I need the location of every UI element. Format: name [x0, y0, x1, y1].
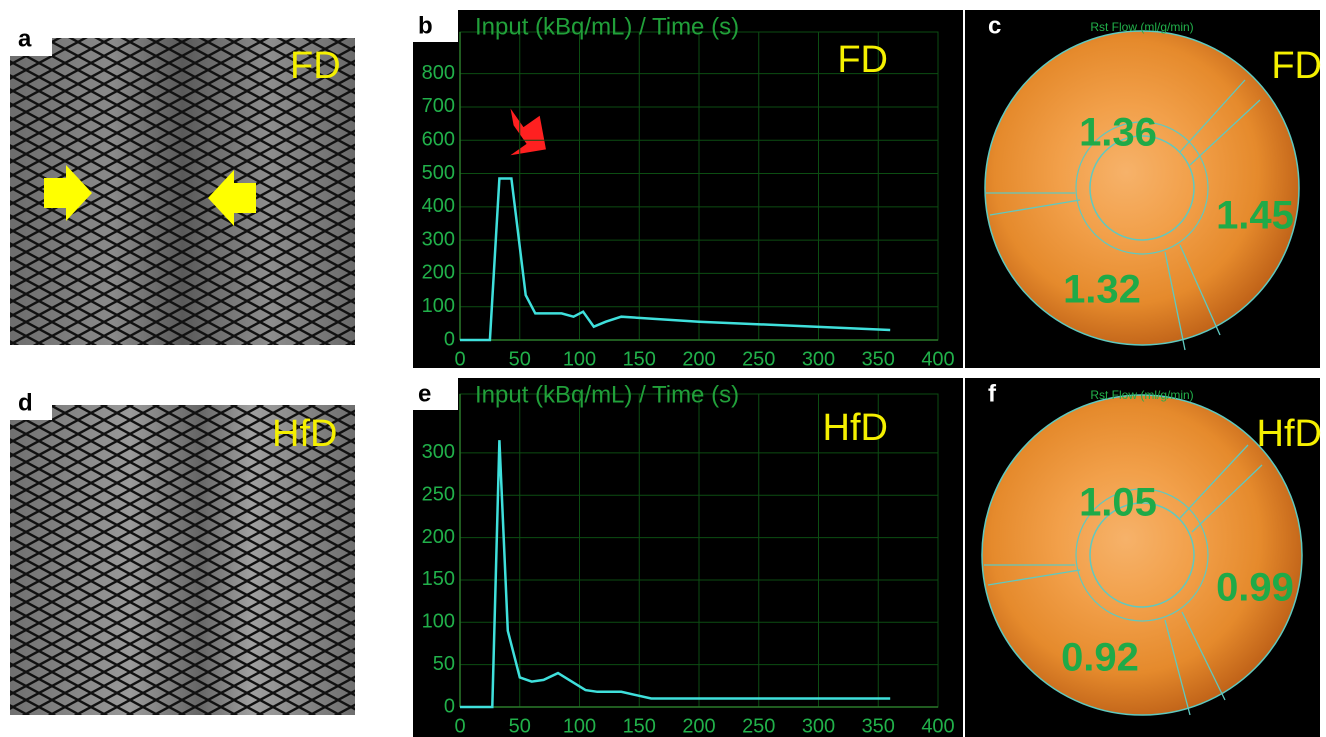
y-tick-label: 500	[422, 162, 455, 184]
image-panel-a: a FD	[10, 25, 355, 345]
x-tick-label: 100	[563, 348, 596, 370]
data-line	[460, 177, 891, 342]
y-tick-label: 150	[422, 568, 455, 590]
arrow	[44, 165, 92, 221]
segment-value: 0.92	[1061, 636, 1139, 680]
polar-map-f	[981, 394, 1303, 716]
segment-line	[1089, 135, 1195, 241]
segment-value: 1.05	[1079, 481, 1157, 525]
map-title: Rst Flow (ml/g/min)	[1090, 388, 1193, 402]
segment-value: 1.36	[1079, 111, 1157, 155]
y-tick-label: 300	[422, 228, 455, 250]
x-tick-label: 200	[682, 715, 715, 737]
segment-value: 1.32	[1063, 268, 1141, 312]
y-tick-label: 700	[422, 95, 455, 117]
data-line	[460, 440, 891, 709]
x-tick-label: 250	[742, 348, 775, 370]
condition-label: HfD	[272, 413, 337, 455]
x-tick-label: 300	[802, 348, 835, 370]
arrow	[208, 170, 256, 226]
x-tick-label: 50	[509, 715, 531, 737]
map-title: Rst Flow (ml/g/min)	[1090, 20, 1193, 34]
condition-label: HfD	[1257, 413, 1322, 455]
chart-title: Input (kBq/mL) / Time (s)	[475, 381, 739, 408]
y-tick-label: 400	[422, 195, 455, 217]
x-tick-label: 0	[454, 348, 465, 370]
letter-box	[10, 390, 52, 420]
y-tick-label: 200	[422, 262, 455, 284]
segment-line	[984, 444, 1263, 716]
segment-line	[1075, 488, 1209, 622]
y-tick-label: 800	[422, 62, 455, 84]
polar-map-c	[984, 30, 1300, 351]
y-tick-label: 100	[422, 295, 455, 317]
panel-letter: a	[18, 25, 32, 52]
panel-letter: e	[418, 380, 431, 407]
chart-title: Input (kBq/mL) / Time (s)	[475, 13, 739, 40]
condition-label: FD	[837, 39, 888, 81]
letter-box	[413, 378, 458, 410]
y-tick-label: 100	[422, 611, 455, 633]
y-tick-label: 200	[422, 526, 455, 548]
x-tick-label: 100	[563, 715, 596, 737]
arrow	[510, 108, 546, 156]
x-tick-label: 400	[921, 348, 954, 370]
x-tick-label: 350	[862, 348, 895, 370]
y-tick-label: 0	[444, 695, 455, 717]
polar-map	[981, 394, 1303, 716]
x-tick-label: 250	[742, 715, 775, 737]
letter-box	[413, 10, 458, 42]
condition-label: HfD	[823, 407, 888, 449]
condition-label: FD	[290, 45, 341, 87]
segment-value: 1.45	[1216, 194, 1294, 238]
x-tick-label: 300	[802, 715, 835, 737]
x-tick-label: 400	[921, 715, 954, 737]
panel-letter: d	[18, 389, 33, 416]
x-tick-label: 150	[623, 715, 656, 737]
panel-letter: b	[418, 12, 433, 39]
x-tick-label: 350	[862, 715, 895, 737]
y-tick-label: 50	[433, 653, 455, 675]
y-tick-label: 600	[422, 129, 455, 151]
letter-box	[10, 26, 52, 56]
chart-background	[413, 10, 963, 368]
segment-line	[1089, 502, 1195, 608]
x-tick-label: 200	[682, 348, 715, 370]
image-panel-d: d HfD	[10, 389, 355, 715]
image-texture	[10, 405, 355, 715]
segment-line	[1075, 121, 1209, 255]
x-tick-label: 0	[454, 715, 465, 737]
x-tick-label: 150	[623, 348, 656, 370]
y-tick-label: 300	[422, 441, 455, 463]
segment-line	[986, 79, 1261, 351]
polar-map	[984, 30, 1300, 346]
y-tick-label: 250	[422, 484, 455, 506]
panel-letter: c	[988, 12, 1001, 39]
y-tick-label: 0	[444, 328, 455, 350]
x-tick-label: 50	[509, 348, 531, 370]
condition-label: FD	[1271, 45, 1322, 87]
panel-letter: f	[988, 380, 997, 407]
segment-value: 0.99	[1216, 566, 1294, 610]
